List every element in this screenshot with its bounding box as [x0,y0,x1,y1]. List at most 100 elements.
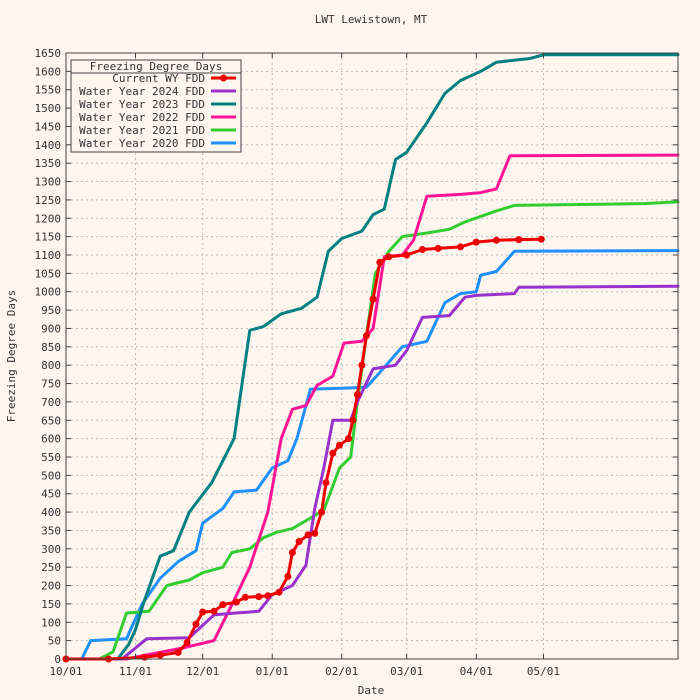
y-tick-label: 150 [41,598,61,611]
series-water-year-2022-fdd [64,153,680,661]
y-tick-label: 500 [41,469,61,482]
y-tick-label: 1150 [35,231,62,244]
y-tick-label: 50 [48,635,61,648]
y-tick-label: 1300 [35,176,62,189]
data-point [322,479,330,487]
legend-label: Water Year 2022 FDD [79,111,205,124]
series-line [64,249,680,661]
series-water-year-2023-fdd [64,53,680,661]
data-point [403,251,411,259]
y-tick-label: 1600 [35,65,62,78]
legend-item: Water Year 2024 FDD [79,85,236,98]
legend-item: Water Year 2021 FDD [79,124,236,137]
data-point [284,572,292,580]
y-tick-label: 1500 [35,102,62,115]
y-tick-label: 1000 [35,286,62,299]
x-tick-label: 05/01 [527,665,560,678]
series-line [64,153,680,661]
legend-item: Water Year 2023 FDD [79,98,236,111]
x-tick-label: 01/01 [256,665,289,678]
y-tick-label: 1350 [35,157,62,170]
y-tick-label: 300 [41,543,61,556]
data-point [362,332,370,340]
data-point [385,253,393,261]
data-point [318,508,326,516]
x-tick-label: 04/01 [460,665,493,678]
data-point [219,601,227,609]
data-point [311,529,319,537]
series-layer [62,53,680,663]
data-point [174,648,182,656]
series-line [64,200,680,661]
y-tick-label: 400 [41,506,61,519]
y-tick-label: 1650 [35,47,62,60]
y-tick-label: 1200 [35,212,62,225]
data-point [264,592,272,600]
data-point [141,653,148,661]
series-line [64,53,680,661]
data-point [537,235,545,243]
y-tick-label: 350 [41,524,61,537]
legend-box [70,59,242,153]
series-water-year-2020-fdd [64,249,680,661]
data-point [492,236,500,244]
y-tick-label: 550 [41,451,61,464]
y-tick-label: 1550 [35,84,62,97]
y-tick-label: 1100 [35,249,62,262]
data-point [515,236,523,244]
data-point [349,416,357,424]
data-point [210,607,218,615]
data-point [457,243,464,251]
y-tick-label: 0 [54,653,61,666]
tick-layer: 0 50 100 150 200 250 300 350 400 450 500 550 600 650 7… [35,47,678,678]
legend-item: Water Year 2020 FDD [79,137,236,150]
data-point [472,238,480,246]
y-tick-label: 1450 [35,120,62,133]
series-water-year-2021-fdd [64,200,680,661]
data-point [183,639,191,646]
data-point [275,588,283,596]
y-tick-label: 850 [41,341,61,354]
data-point [241,593,249,601]
grid-layer [66,53,678,659]
data-point [358,361,366,369]
data-point [329,449,337,457]
y-tick-label: 100 [41,616,61,629]
legend-marker [220,74,227,82]
data-point [288,549,296,556]
data-point [376,258,384,266]
x-tick-label: 11/01 [119,665,152,678]
series-line [64,284,680,661]
x-tick-label: 12/01 [186,665,219,678]
legend-title: Freezing Degree Days [90,60,222,73]
y-tick-label: 950 [41,304,61,317]
legend-item: Current WY FDD [112,72,236,85]
legend: Freezing Degree Days Current WY FDDWater… [70,59,242,153]
data-point [434,244,442,252]
y-tick-label: 450 [41,488,61,501]
plot-frame [65,52,679,660]
series-current-wy-fdd [62,235,545,663]
data-point [295,538,303,545]
y-tick-label: 1050 [35,267,62,280]
legend-label: Water Year 2020 FDD [79,137,205,150]
data-point [199,608,207,616]
x-axis-label: Date [358,684,385,697]
series-water-year-2024-fdd [64,284,680,661]
y-tick-label: 1250 [35,194,62,207]
data-point [353,391,361,399]
y-tick-label: 700 [41,396,61,409]
chart-title: LWT Lewistown, MT [315,13,428,26]
y-tick-label: 600 [41,433,61,446]
data-point [304,531,312,539]
legend-label: Current WY FDD [112,72,205,85]
y-tick-label: 800 [41,359,61,372]
x-tick-label: 03/01 [390,665,423,678]
legend-label: Water Year 2024 FDD [79,85,205,98]
series-line [64,237,543,661]
data-point [156,651,164,659]
data-point [192,620,200,628]
x-tick-label: 02/01 [325,665,358,678]
